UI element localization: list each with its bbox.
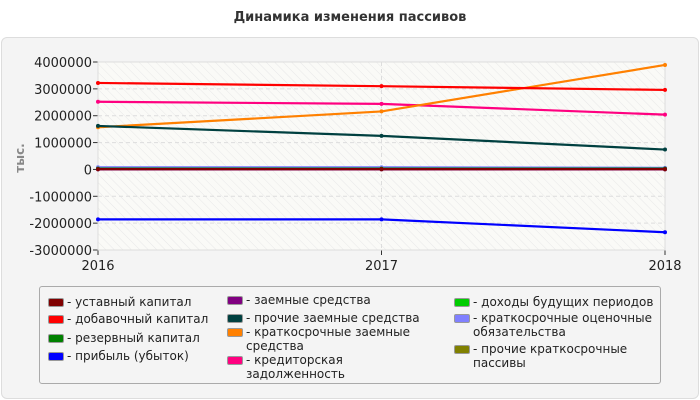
legend-swatch: [48, 315, 64, 324]
data-point: [663, 112, 667, 117]
legend-item[interactable]: - прочие заемные средства: [227, 311, 432, 325]
legend-label: - кредиторская задолженность: [246, 353, 345, 381]
legend-item[interactable]: - доходы будущих периодов: [454, 295, 659, 309]
legend-item[interactable]: - резервный капитал: [48, 331, 253, 345]
legend-label: - прочие заемные средства: [246, 311, 420, 325]
legend-label: - заемные средства: [246, 293, 371, 307]
x-tick-label: 2017: [365, 259, 398, 274]
data-point: [379, 167, 384, 172]
y-axis-label: тыс.: [13, 143, 27, 172]
x-tick-label: 2016: [81, 259, 114, 274]
legend-swatch: [48, 298, 64, 307]
legend-item[interactable]: - заемные средства: [227, 293, 432, 307]
y-tick-label: 4000000: [34, 56, 92, 71]
legend-item[interactable]: - кредиторская задолженность: [227, 353, 432, 381]
y-tick-label: 1000000: [34, 137, 92, 152]
legend-swatch: [227, 356, 243, 365]
data-point: [96, 80, 100, 85]
data-point: [379, 217, 384, 222]
legend-swatch: [454, 345, 470, 354]
data-point: [96, 123, 100, 128]
legend-item[interactable]: - уставный капитал: [48, 295, 253, 309]
x-tick-label: 2018: [648, 259, 681, 274]
legend-label: - добавочный капитал: [67, 312, 209, 326]
data-point: [379, 84, 384, 89]
legend-item[interactable]: - краткосрочные оценочные обязательства: [454, 311, 659, 339]
y-tick-label: 2000000: [34, 110, 92, 125]
data-point: [663, 62, 667, 67]
data-point: [96, 167, 100, 172]
data-point: [663, 87, 667, 92]
legend-label: - краткосрочные заемные средства: [246, 325, 410, 353]
legend-swatch: [48, 352, 64, 361]
data-point: [96, 217, 100, 222]
plot-border: [97, 61, 666, 251]
legend-swatch: [227, 328, 243, 337]
y-tick-label: 3000000: [34, 83, 92, 98]
data-point: [96, 99, 100, 104]
data-point: [379, 133, 384, 138]
legend-label: - доходы будущих периодов: [473, 295, 654, 309]
y-tick-label: -1000000: [29, 190, 92, 205]
legend-label: - прибыль (убыток): [67, 349, 189, 363]
legend-swatch: [454, 298, 470, 307]
legend-label: - прочие краткосрочные пассивы: [473, 342, 628, 370]
legend-label: - краткосрочные оценочные обязательства: [473, 311, 652, 339]
legend-item[interactable]: - добавочный капитал: [48, 312, 253, 326]
legend-item[interactable]: - прочие краткосрочные пассивы: [454, 342, 659, 370]
data-point: [663, 147, 667, 152]
legend-swatch: [227, 296, 243, 305]
data-point: [379, 109, 384, 114]
legend-swatch: [48, 334, 64, 343]
y-tick-label: -2000000: [29, 217, 92, 232]
chart-title: Динамика изменения пассивов: [233, 10, 467, 25]
data-point: [663, 230, 667, 235]
legend-swatch: [227, 314, 243, 323]
legend-swatch: [454, 314, 470, 323]
y-tick-label: 0: [84, 163, 92, 178]
data-point: [663, 167, 667, 172]
y-tick-label: -3000000: [29, 244, 92, 259]
legend-item[interactable]: - краткосрочные заемные средства: [227, 325, 432, 353]
data-point: [379, 101, 384, 106]
legend-label: - уставный капитал: [67, 295, 192, 309]
legend: - уставный капитал - добавочный капитал - …: [39, 286, 661, 384]
legend-label: - резервный капитал: [67, 331, 200, 345]
legend-item[interactable]: - прибыль (убыток): [48, 349, 253, 363]
